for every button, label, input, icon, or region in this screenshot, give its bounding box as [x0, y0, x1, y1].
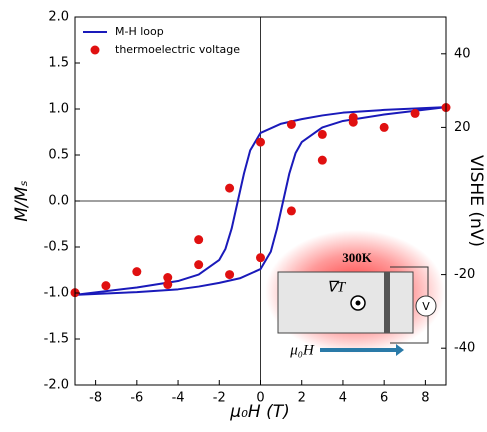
x-tick-label: -8 [89, 391, 102, 406]
y2-tick-label: -20 [454, 267, 475, 282]
temperature-label: 300K [342, 250, 373, 265]
data-point [163, 273, 173, 283]
plot-frame [74, 16, 447, 386]
y-tick-label: -1.0 [44, 286, 69, 301]
y2-tick-label: 40 [454, 46, 471, 61]
y-tick-label: -1.5 [44, 332, 69, 347]
data-point [256, 253, 265, 263]
data-point [163, 280, 173, 290]
x-tick-label: 0 [256, 391, 264, 406]
y-tick-label: 0.5 [48, 148, 69, 163]
gradient-label: ∇T [327, 279, 347, 295]
data-point [194, 235, 204, 245]
data-point [317, 155, 327, 165]
sample [277, 271, 414, 334]
x-axis-label: μ₀H (T) [229, 402, 289, 422]
y-tick-label: 1.0 [48, 102, 69, 117]
data-point [286, 206, 296, 216]
meter-label: V [422, 300, 430, 313]
data-point [194, 260, 204, 270]
voltmeter [415, 295, 437, 317]
y-tick-label: -0.5 [44, 240, 69, 255]
x-tick-label: 2 [298, 391, 306, 406]
field-label: μ₀H [289, 342, 315, 358]
legend-swatch [90, 45, 100, 55]
arrow-head [396, 344, 404, 356]
data-point [348, 117, 358, 127]
y2-axis-label: VISHE (nV) [466, 155, 486, 247]
legend-label: thermoelectric voltage [115, 43, 240, 56]
y2-tick-label: -40 [454, 341, 475, 356]
field-dot [355, 300, 361, 306]
data-point [225, 183, 235, 193]
data-point [101, 281, 111, 291]
x-tick-label: -6 [130, 391, 143, 406]
data-point [317, 129, 327, 139]
data-point [132, 267, 142, 277]
x-tick-label: 4 [339, 391, 347, 406]
legend-label: M-H loop [115, 25, 164, 38]
y2-tick-label: 20 [454, 120, 471, 135]
y-axis-label: M/Mₛ [12, 180, 32, 221]
x-tick-label: -4 [172, 391, 185, 406]
y-tick-label: 2.0 [48, 10, 69, 25]
x-tick-label: 6 [380, 391, 388, 406]
inset-diagram: 300K ∇T μ₀H V [265, 230, 445, 358]
y-tick-label: 0.0 [48, 194, 69, 209]
data-point [256, 137, 265, 147]
y-tick-label: -2.0 [44, 378, 69, 393]
electrode [384, 272, 390, 333]
x-tick-label: 8 [421, 391, 429, 406]
x-tick-label: -2 [213, 391, 226, 406]
data-point [286, 119, 296, 129]
data-point [379, 122, 389, 132]
data-point [410, 108, 420, 118]
y-tick-label: 1.5 [48, 56, 69, 71]
data-point [225, 270, 235, 280]
